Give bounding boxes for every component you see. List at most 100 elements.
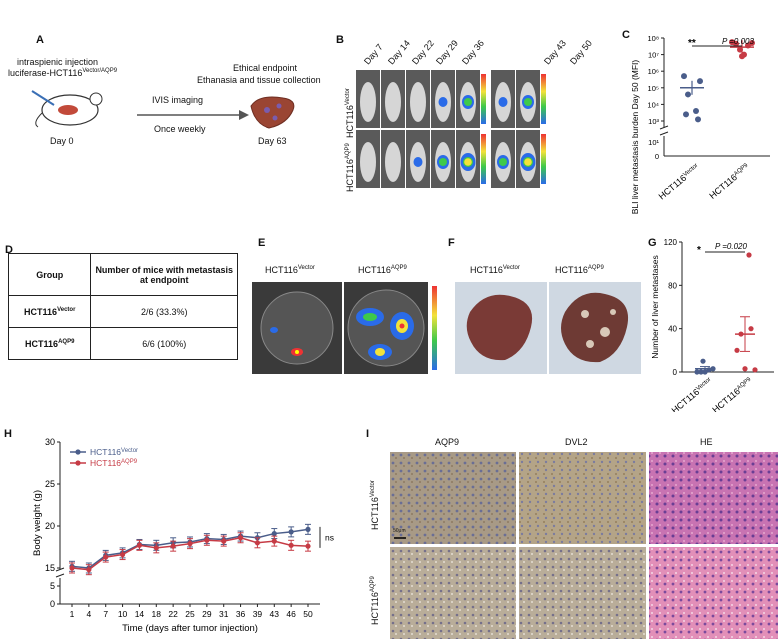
a-injection-label: intraspienic injection: [17, 57, 99, 67]
f-right-base: HCT116: [555, 265, 588, 275]
h-data-point: [187, 541, 193, 547]
h-data-point: [69, 565, 75, 571]
g-data-point: [742, 366, 748, 372]
i-row1-base: HCT116: [370, 497, 380, 530]
c-y-tick-label: 10⁵: [648, 84, 659, 93]
i-dvl2-vector-image: [519, 452, 646, 544]
i-he-vector-image: [649, 452, 778, 544]
b-mouse-shape: [385, 142, 401, 182]
panel-letter-b: B: [336, 34, 344, 46]
b-row2-label: HCT116AQP9: [345, 143, 355, 192]
f-right-label: HCT116AQP9: [555, 265, 604, 275]
g-y-axis-label: Number of liver metastases: [650, 255, 660, 358]
e-bli-liver-images: [252, 282, 437, 374]
b-day-label: Day 22: [410, 38, 436, 67]
f-left-label: HCT116Vector: [470, 265, 520, 275]
c-p-value: P =0.003: [722, 37, 755, 46]
h-x-tick-label: 18: [152, 609, 162, 619]
h-data-point: [103, 554, 109, 560]
b-signal: [413, 157, 423, 167]
d-row1-value: 2/6 (33.3%): [90, 295, 238, 328]
b-colorbar: [481, 74, 486, 124]
panel-letter-e: E: [258, 237, 266, 249]
c-y-axis-label: BLI liver metastasis burden Day 50 (MFI): [630, 60, 640, 215]
b-row1-sup: Vector: [345, 88, 351, 106]
h-x-tick-label: 1: [70, 609, 75, 619]
h-x-tick-label: 50: [303, 609, 313, 619]
h-data-point: [271, 530, 277, 537]
i-he-aqp9-image: [649, 547, 778, 639]
i-dvl2-aqp9-image: [519, 547, 646, 639]
g-data-point: [752, 367, 758, 373]
d-row2-group: HCT116AQP9: [7, 327, 92, 360]
b-mouse-shape: [360, 142, 376, 182]
d-header-group: Group: [7, 253, 92, 296]
b-row2-base: HCT116: [345, 159, 355, 192]
i-col-dvl2: DVL2: [565, 437, 588, 447]
c-data-point: [681, 73, 687, 80]
h-ns-label: ns: [325, 532, 334, 542]
b-day-label: Day 14: [386, 38, 412, 67]
f-gross-liver-photos: [455, 282, 641, 374]
c-y-tick-label: 0: [655, 152, 659, 161]
e-right-sup: AQP9: [390, 265, 407, 271]
f-right-sup: AQP9: [587, 265, 604, 271]
e-right-base: HCT116: [358, 265, 391, 275]
c-data-point: [693, 108, 699, 115]
g-data-point: [748, 326, 754, 332]
h-data-point: [221, 538, 227, 544]
i-row1-sup: Vector: [370, 480, 376, 498]
d-row1-sup: Vector: [57, 306, 76, 313]
b-signal: [498, 97, 508, 107]
b-day-label: Day 43: [542, 38, 568, 67]
b-row1-label: HCT116Vector: [345, 88, 355, 138]
h-data-point: [305, 526, 311, 532]
liver-icon: [250, 96, 295, 129]
b-signal: [524, 158, 532, 166]
b-colorbar: [481, 134, 486, 184]
h-x-tick-label: 22: [168, 609, 178, 619]
b-row1-base: HCT116: [345, 105, 355, 138]
a-endpoint-label: Ethical endpoint: [233, 63, 298, 73]
b-signal: [464, 158, 472, 166]
a-cell-line-label: luciferase-HCT116Vector/AQP9: [8, 68, 117, 78]
c-data-point: [733, 40, 739, 47]
e-left-label: HCT116Vector: [265, 265, 315, 275]
c-axis-break: [659, 125, 669, 130]
mouse-illustration-icon: [31, 90, 103, 128]
c-sig-stars: **: [688, 38, 696, 49]
i-row1-label: HCT116Vector: [370, 480, 380, 530]
b-signal: [499, 158, 507, 166]
h-data-point: [119, 551, 126, 558]
c-data-point: [685, 91, 691, 98]
h-y-tick-label: 0: [50, 599, 55, 609]
i-histology-image-grid: [390, 452, 778, 639]
h-y-tick-label: 30: [45, 437, 55, 447]
c-y-tick-label: 10¹: [648, 138, 659, 147]
d-row1-base: HCT116: [24, 306, 58, 317]
c-data-point: [683, 111, 689, 118]
h-x-tick-label: 4: [86, 609, 91, 619]
c-axis-break: [659, 131, 669, 136]
d-row2-sup: AQP9: [58, 338, 75, 345]
b-day-label: Day 29: [434, 38, 460, 67]
g-y-tick-label: 120: [664, 238, 678, 247]
e-left-sup: Vector: [297, 265, 315, 271]
c-data-point: [739, 53, 745, 60]
d-row1-group: HCT116Vector: [7, 295, 92, 328]
h-x-tick-label: 29: [202, 609, 212, 619]
panel-letter-h: H: [4, 428, 12, 440]
h-x-tick-label: 25: [185, 609, 195, 619]
panel-letter-c: C: [622, 29, 630, 41]
i-row2-sup: AQP9: [370, 576, 376, 593]
i-scale-label: 50μm: [393, 528, 406, 534]
a-day63-label: Day 63: [258, 136, 287, 146]
h-data-point: [288, 529, 294, 535]
h-data-point: [153, 545, 159, 551]
h-axis-break: [55, 573, 65, 578]
panel-letter-f: F: [448, 237, 455, 249]
b-mouse-shape: [410, 82, 426, 122]
d-row2-value: 6/6 (100%): [90, 327, 238, 360]
g-x-group-label: HCT116Vector: [670, 376, 715, 412]
h-data-point: [305, 543, 311, 549]
